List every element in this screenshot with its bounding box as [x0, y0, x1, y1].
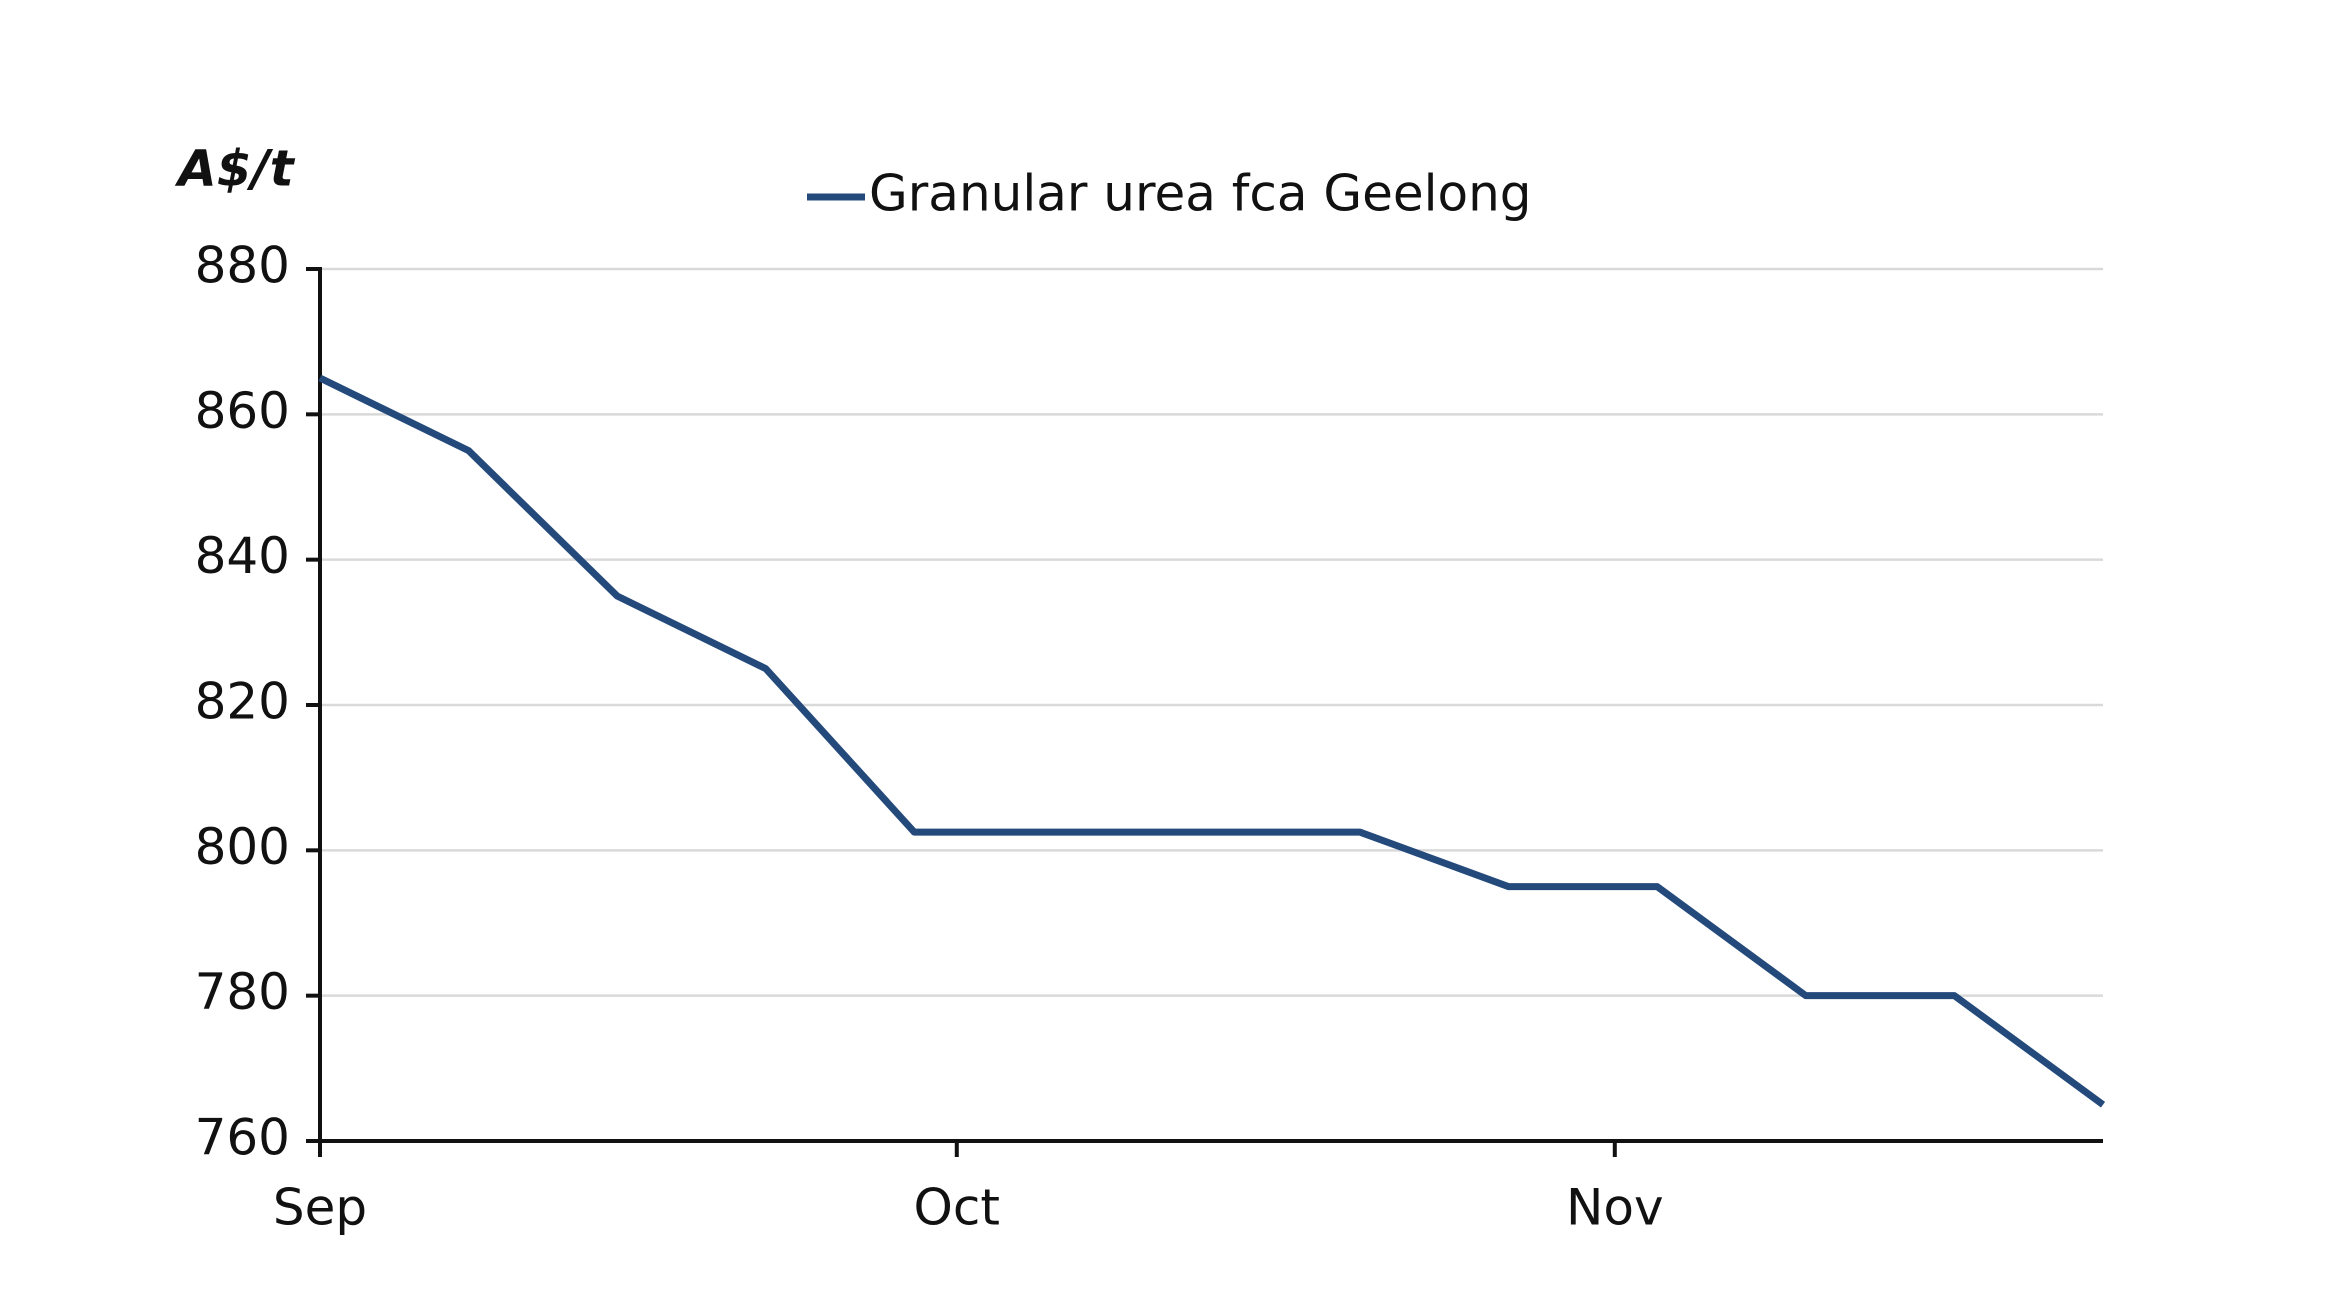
y-tick-label: 840: [195, 527, 290, 585]
y-tick-label: 860: [195, 382, 290, 440]
x-tick-label: Nov: [1566, 1179, 1664, 1237]
y-tick-label: 760: [195, 1109, 290, 1167]
series-line: [318, 374, 2106, 1108]
y-tick-label: 780: [195, 963, 290, 1021]
legend-label: Granular urea fca Geelong: [869, 165, 1532, 223]
y-tick-label: 820: [195, 673, 290, 731]
x-tick-label: Oct: [914, 1179, 1000, 1237]
y-tick-label: 800: [195, 818, 290, 876]
y-tick-label: 880: [195, 237, 290, 295]
y-axis-label: A$/t: [174, 140, 296, 198]
x-tick-label: Sep: [273, 1179, 367, 1237]
